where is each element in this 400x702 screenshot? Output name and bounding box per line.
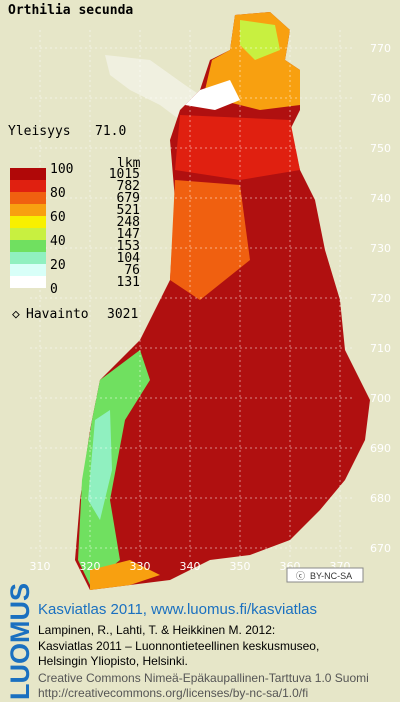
y-tick-label: 690 [370,442,391,455]
x-tick-label: 350 [230,560,251,573]
x-tick-label: 340 [180,560,201,573]
coast-light-patch [88,410,112,520]
y-tick-label: 700 [370,392,391,405]
frequency-label: Yleisyys [8,124,71,139]
legend-swatch [10,168,46,180]
legend-count: 147 [117,227,140,242]
footer-headline: Kasviatlas 2011, www.luomus.fi/kasviatla… [38,601,317,618]
y-tick-label: 750 [370,142,391,155]
legend-count: 1015 [109,167,140,182]
x-tick-label: 310 [30,560,51,573]
north-patch-light [240,20,280,60]
citation: Kasviatlas 2011 – Luonnontieteellinen ke… [38,639,319,653]
legend-count: 782 [117,179,140,194]
y-tick-label: 720 [370,292,391,305]
y-tick-label: 680 [370,492,391,505]
license-badge-box [286,567,364,583]
legend-swatch [10,276,46,288]
legend-scale-label: 0 [50,282,58,297]
legend-swatch [10,180,46,192]
legend-count-header: lkm [117,156,141,171]
license-url: http://creativecommons.org/licenses/by-n… [38,686,308,700]
legend-swatch [10,264,46,276]
legend-swatch [10,228,46,240]
observations-value: 3021 [107,307,138,322]
legend-swatch [10,252,46,264]
license-text: Creative Commons Nimeä-Epäkaupallinen-Ta… [38,671,369,685]
legend-swatch [10,240,46,252]
legend-scale-label: 100 [50,162,73,177]
x-tick-label: 320 [80,560,101,573]
west-coast-patch [78,350,150,585]
legend-scale-label: 60 [50,210,66,225]
y-tick-label: 670 [370,542,391,555]
northwest-arm [105,55,200,120]
legend-scale-label: 40 [50,234,66,249]
legend-count: 153 [117,239,140,254]
y-tick-label: 760 [370,92,391,105]
y-tick-label: 770 [370,42,391,55]
legend-count: 131 [117,275,140,290]
legend-swatch [10,216,46,228]
legend-count: 248 [117,215,140,230]
citation: Helsingin Yliopisto, Helsinki. [38,654,188,668]
legend-count: 76 [124,263,140,278]
legend-swatch [10,204,46,216]
legend-count: 521 [117,203,140,218]
cc-icon: ⓒ [296,571,305,581]
legend-swatch [10,192,46,204]
logo: LUOMUS [5,583,35,700]
legend-count: 679 [117,191,140,206]
y-tick-label: 740 [370,192,391,205]
license-badge: BY-NC-SA [310,571,352,581]
fell-patch [185,80,240,110]
map-shape [75,12,370,590]
title: Orthilia secunda [8,3,133,18]
y-tick-label: 710 [370,342,391,355]
legend-scale-label: 20 [50,258,66,273]
southwest-patch [90,560,160,590]
observation-symbol: ◇ [12,307,20,322]
legend-count: 104 [117,251,141,266]
x-tick-label: 330 [130,560,151,573]
frequency-value: 71.0 [95,124,126,139]
lapland-patch [175,115,300,180]
citation: Lampinen, R., Lahti, T. & Heikkinen M. 2… [38,623,275,637]
legend-scale-label: 80 [50,186,66,201]
y-tick-label: 730 [370,242,391,255]
observations-label: Havainto [26,307,89,322]
